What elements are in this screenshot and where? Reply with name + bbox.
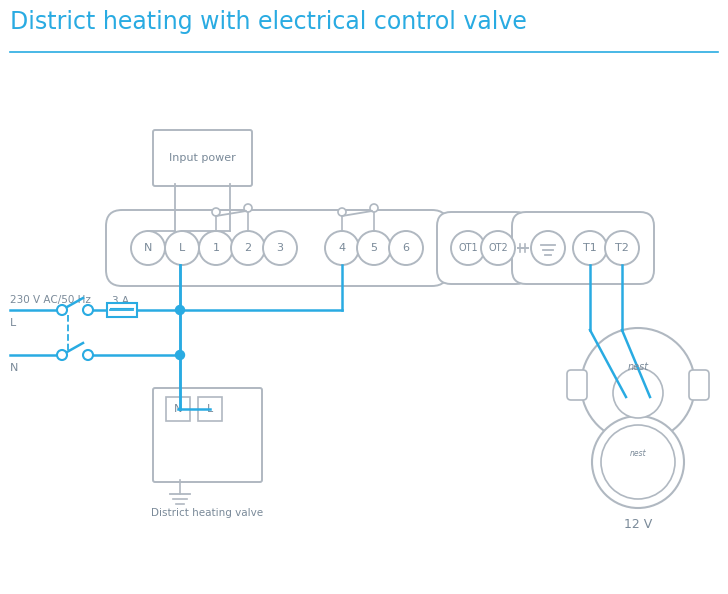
Text: N: N (174, 404, 182, 414)
FancyBboxPatch shape (198, 397, 222, 421)
Circle shape (481, 231, 515, 265)
Text: nest: nest (630, 450, 646, 459)
Text: 230 V AC/50 Hz: 230 V AC/50 Hz (10, 295, 91, 305)
FancyBboxPatch shape (166, 397, 190, 421)
Circle shape (389, 231, 423, 265)
Text: Input power: Input power (169, 153, 236, 163)
Circle shape (451, 231, 485, 265)
Circle shape (57, 350, 67, 360)
Circle shape (581, 328, 695, 442)
Text: District heating valve: District heating valve (151, 508, 264, 518)
Text: 3: 3 (277, 243, 283, 253)
Text: 5: 5 (371, 243, 378, 253)
FancyBboxPatch shape (512, 212, 654, 284)
Circle shape (175, 305, 184, 314)
Circle shape (199, 231, 233, 265)
FancyBboxPatch shape (153, 388, 262, 482)
Text: N: N (10, 363, 18, 373)
Text: N: N (144, 243, 152, 253)
Text: T2: T2 (615, 243, 629, 253)
Circle shape (370, 204, 378, 212)
Circle shape (175, 350, 184, 359)
Circle shape (601, 425, 675, 499)
FancyBboxPatch shape (153, 130, 252, 186)
Text: 3 A: 3 A (112, 296, 129, 306)
Circle shape (531, 231, 565, 265)
Circle shape (592, 416, 684, 508)
Circle shape (231, 231, 265, 265)
Text: District heating with electrical control valve: District heating with electrical control… (10, 10, 527, 34)
Circle shape (613, 368, 663, 418)
FancyBboxPatch shape (437, 212, 530, 284)
FancyBboxPatch shape (689, 370, 709, 400)
Circle shape (263, 231, 297, 265)
Text: OT2: OT2 (488, 243, 508, 253)
Circle shape (83, 305, 93, 315)
Circle shape (57, 305, 67, 315)
Circle shape (244, 204, 252, 212)
Circle shape (212, 208, 220, 216)
Circle shape (338, 208, 346, 216)
Text: nest: nest (628, 362, 649, 372)
Text: OT1: OT1 (458, 243, 478, 253)
Circle shape (131, 231, 165, 265)
Text: L: L (10, 318, 16, 328)
Text: 4: 4 (339, 243, 346, 253)
FancyBboxPatch shape (106, 210, 448, 286)
Circle shape (605, 231, 639, 265)
Text: 6: 6 (403, 243, 409, 253)
Circle shape (357, 231, 391, 265)
Text: 1: 1 (213, 243, 220, 253)
FancyBboxPatch shape (107, 303, 137, 317)
Text: 12 V: 12 V (624, 518, 652, 531)
Text: L: L (179, 243, 185, 253)
Circle shape (165, 231, 199, 265)
Circle shape (83, 350, 93, 360)
Circle shape (573, 231, 607, 265)
FancyBboxPatch shape (567, 370, 587, 400)
Text: 2: 2 (245, 243, 252, 253)
Circle shape (325, 231, 359, 265)
FancyBboxPatch shape (625, 433, 651, 455)
Text: T1: T1 (583, 243, 597, 253)
Text: L: L (207, 404, 213, 414)
